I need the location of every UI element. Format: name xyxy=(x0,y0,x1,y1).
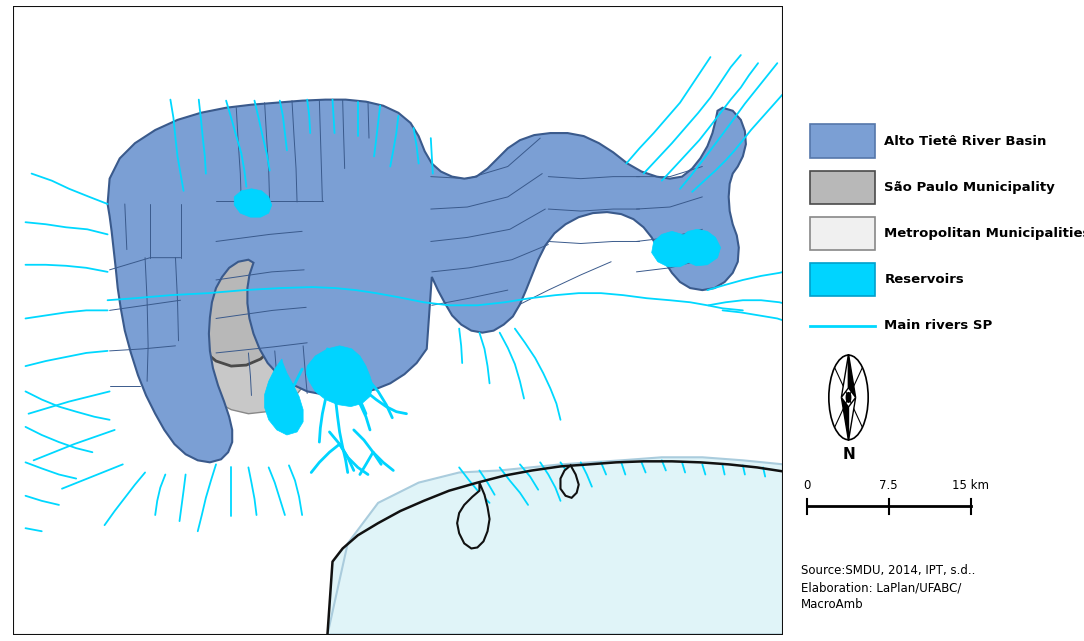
FancyBboxPatch shape xyxy=(810,124,875,158)
Polygon shape xyxy=(191,231,289,366)
Circle shape xyxy=(847,392,851,403)
Polygon shape xyxy=(107,99,746,462)
Polygon shape xyxy=(841,397,849,441)
Polygon shape xyxy=(13,462,784,635)
Polygon shape xyxy=(849,397,855,441)
Polygon shape xyxy=(457,483,490,549)
Polygon shape xyxy=(306,346,373,406)
Polygon shape xyxy=(560,465,579,498)
Text: 0: 0 xyxy=(803,479,811,492)
FancyBboxPatch shape xyxy=(810,263,875,296)
FancyBboxPatch shape xyxy=(810,217,875,250)
Polygon shape xyxy=(327,457,784,635)
Text: 7.5: 7.5 xyxy=(879,479,898,492)
Text: Metropolitan Municipalities: Metropolitan Municipalities xyxy=(885,227,1084,240)
Text: Source:SMDU, 2014, IPT, s.d..
Elaboration: LaPlan/UFABC/
MacroAmb: Source:SMDU, 2014, IPT, s.d.. Elaboratio… xyxy=(801,564,976,611)
Polygon shape xyxy=(849,354,855,397)
Polygon shape xyxy=(678,229,721,266)
Polygon shape xyxy=(841,354,849,397)
Polygon shape xyxy=(234,189,272,217)
Text: Alto Tietê River Basin: Alto Tietê River Basin xyxy=(885,135,1047,147)
FancyBboxPatch shape xyxy=(810,171,875,204)
Text: Main rivers SP: Main rivers SP xyxy=(885,319,993,332)
Text: São Paulo Municipality: São Paulo Municipality xyxy=(885,181,1055,194)
Polygon shape xyxy=(651,231,694,267)
Text: Reservoirs: Reservoirs xyxy=(885,273,964,286)
Polygon shape xyxy=(264,359,304,435)
Polygon shape xyxy=(160,207,321,413)
Text: N: N xyxy=(842,447,855,462)
Text: 15 km: 15 km xyxy=(952,479,990,492)
